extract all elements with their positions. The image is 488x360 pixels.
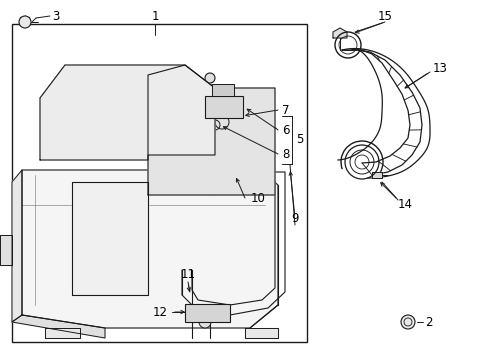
Polygon shape bbox=[12, 315, 105, 338]
Text: 1: 1 bbox=[151, 9, 159, 22]
Text: 5: 5 bbox=[295, 134, 303, 147]
Polygon shape bbox=[45, 328, 80, 338]
Text: 9: 9 bbox=[291, 211, 298, 225]
Polygon shape bbox=[72, 182, 148, 295]
Circle shape bbox=[19, 16, 31, 28]
Polygon shape bbox=[244, 328, 278, 338]
Text: 2: 2 bbox=[424, 315, 431, 328]
Text: 14: 14 bbox=[397, 198, 412, 211]
Circle shape bbox=[204, 73, 215, 83]
Polygon shape bbox=[12, 170, 22, 322]
Polygon shape bbox=[371, 172, 381, 178]
Text: 4: 4 bbox=[54, 116, 61, 129]
Bar bbox=[12, 24, 306, 342]
Polygon shape bbox=[332, 28, 346, 38]
Text: 8: 8 bbox=[282, 148, 289, 161]
Text: 12: 12 bbox=[152, 306, 167, 319]
Polygon shape bbox=[22, 170, 278, 328]
Text: 11: 11 bbox=[180, 269, 195, 282]
Text: 7: 7 bbox=[282, 104, 289, 117]
Bar bbox=[184, 304, 229, 322]
Circle shape bbox=[400, 315, 414, 329]
Circle shape bbox=[199, 316, 210, 328]
Text: 15: 15 bbox=[377, 9, 392, 22]
Text: 3: 3 bbox=[52, 9, 59, 22]
Text: 13: 13 bbox=[432, 62, 447, 75]
Bar bbox=[204, 96, 243, 118]
Text: 6: 6 bbox=[282, 123, 289, 136]
Polygon shape bbox=[40, 65, 215, 160]
Polygon shape bbox=[148, 65, 274, 195]
Text: 10: 10 bbox=[250, 192, 265, 204]
Bar bbox=[212, 84, 234, 96]
Polygon shape bbox=[0, 235, 12, 265]
